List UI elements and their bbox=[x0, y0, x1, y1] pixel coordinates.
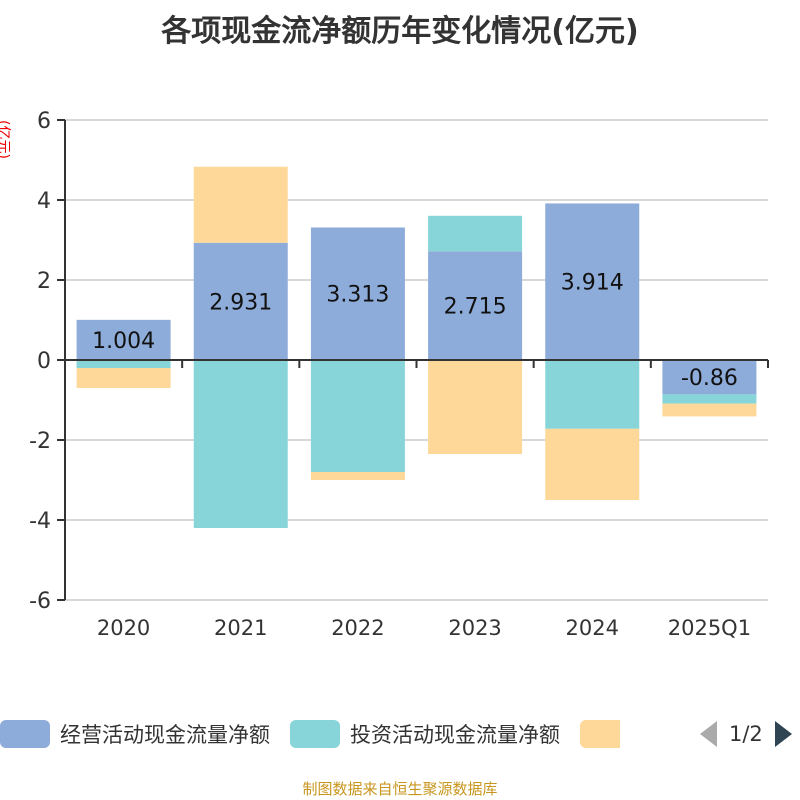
chart-title: 各项现金流净额历年变化情况(亿元) bbox=[161, 14, 639, 49]
bar-segment bbox=[545, 360, 640, 429]
y-tick-label: -6 bbox=[29, 589, 51, 614]
legend-pager: 1/2 bbox=[700, 716, 792, 752]
bar-segment bbox=[310, 472, 405, 480]
bar-segment bbox=[310, 360, 405, 472]
legend-item-investing[interactable]: 投资活动现金流量净额 bbox=[290, 719, 560, 749]
x-tick-label: 2025Q1 bbox=[668, 616, 751, 640]
legend-swatch bbox=[290, 720, 340, 748]
y-tick-label: 6 bbox=[37, 109, 51, 134]
data-label: 3.914 bbox=[561, 271, 624, 296]
y-tick-label: 4 bbox=[37, 189, 51, 214]
legend-item-operating[interactable]: 经营活动现金流量净额 bbox=[0, 719, 270, 749]
bar-segment bbox=[76, 360, 171, 368]
legend-item-financing[interactable] bbox=[580, 720, 630, 748]
legend-label: 投资活动现金流量净额 bbox=[350, 723, 560, 747]
data-source: 制图数据来自恒生聚源数据库 bbox=[302, 780, 498, 798]
data-label: 2.715 bbox=[444, 295, 507, 320]
prev-page-icon[interactable] bbox=[700, 721, 717, 747]
bar-segment bbox=[428, 251, 523, 360]
x-tick-label: 2024 bbox=[566, 616, 619, 640]
x-tick-label: 2020 bbox=[97, 616, 150, 640]
bar-segment bbox=[545, 428, 640, 500]
bar-segment bbox=[310, 227, 405, 360]
bar-segment bbox=[662, 394, 757, 404]
bar-segment bbox=[662, 360, 757, 395]
legend-swatch bbox=[580, 720, 620, 748]
x-tick-label: 2023 bbox=[448, 616, 501, 640]
plot-area: 6 4 2 0 -2 -4 -6 1.004 2020 2.931 2021 3.313 2022 2.7… bbox=[29, 109, 769, 640]
data-label: 2.931 bbox=[209, 290, 272, 315]
bar-segment bbox=[662, 403, 757, 417]
next-page-icon[interactable] bbox=[774, 721, 792, 747]
y-tick-label: 2 bbox=[37, 269, 51, 294]
bar-segment bbox=[76, 319, 171, 360]
legend-page: 1/2 bbox=[729, 722, 763, 746]
bar-segment bbox=[193, 166, 288, 243]
data-label: 1.004 bbox=[92, 329, 155, 354]
legend: 经营活动现金流量净额 投资活动现金流量净额 bbox=[0, 716, 650, 752]
bar-segment bbox=[76, 368, 171, 388]
bar-segment bbox=[428, 215, 523, 252]
bar-segment bbox=[428, 360, 523, 454]
bar-segment bbox=[193, 242, 288, 360]
legend-label: 经营活动现金流量净额 bbox=[60, 723, 270, 747]
bar-segment bbox=[545, 203, 640, 360]
x-tick-label: 2022 bbox=[331, 616, 384, 640]
legend-swatch bbox=[0, 720, 50, 748]
y-tick-label: -4 bbox=[29, 509, 51, 534]
data-label: -0.86 bbox=[681, 366, 738, 391]
bar-segment bbox=[193, 360, 288, 528]
y-tick-label: -2 bbox=[29, 429, 51, 454]
data-label: 3.313 bbox=[326, 283, 389, 308]
y-tick-label: 0 bbox=[37, 349, 51, 374]
x-tick-label: 2021 bbox=[214, 616, 267, 640]
